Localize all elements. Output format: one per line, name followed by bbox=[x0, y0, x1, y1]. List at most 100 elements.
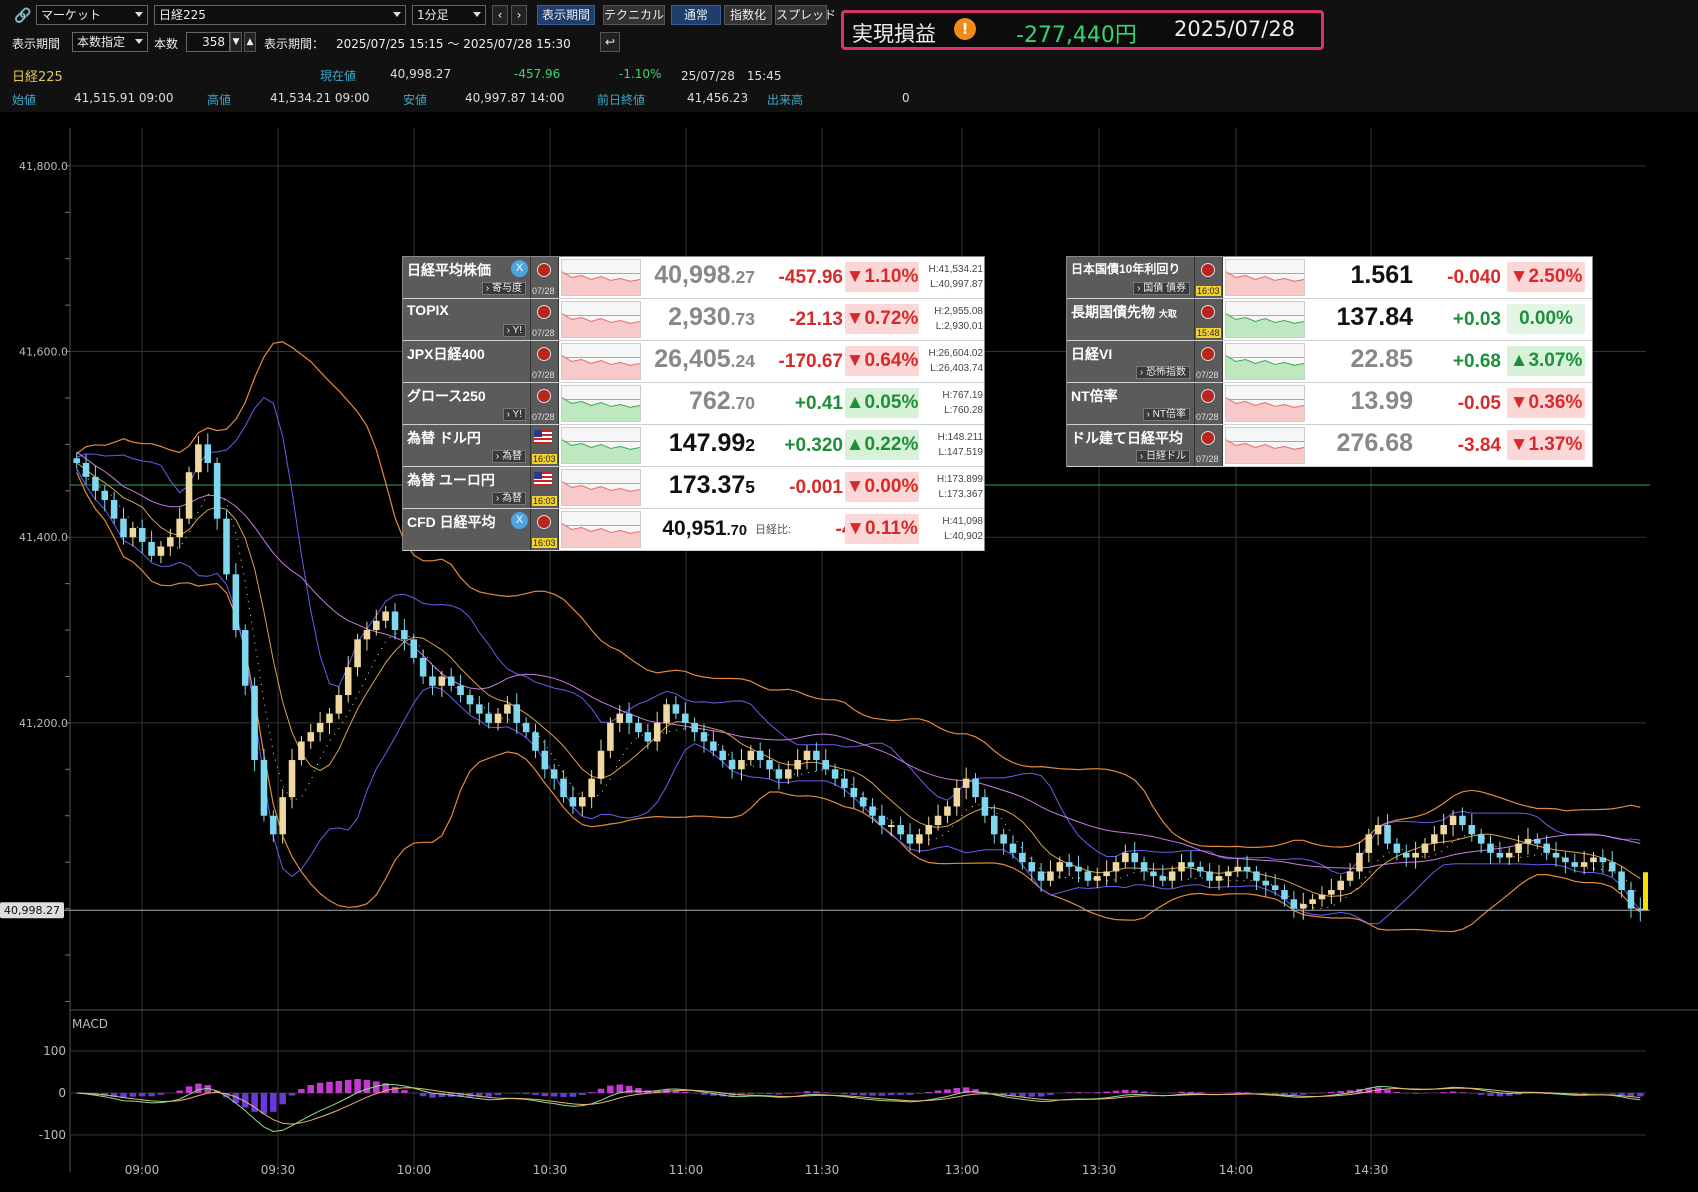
price-main: 26,405 bbox=[654, 345, 731, 373]
x-share-icon[interactable]: X bbox=[511, 512, 528, 529]
count-input[interactable]: 358 bbox=[186, 32, 230, 52]
quote-row[interactable]: 為替 ユーロ円 › 為替 16:03 173.375 -0.001 ▼0.00% H:173… bbox=[403, 467, 984, 509]
return-icon: ↩ bbox=[604, 35, 616, 49]
quote-sub-button[interactable]: › 為替 bbox=[491, 450, 526, 463]
count-down-button[interactable]: ▼ bbox=[230, 32, 242, 52]
chevron-down-icon bbox=[135, 39, 143, 44]
quote-datetime: 25/07/28 15:45 bbox=[681, 69, 782, 83]
quote-row[interactable]: TOPIX › Y! 07/28 2,930.73 -21.13 ▼0.72% H:2,95… bbox=[403, 299, 984, 341]
y-tick-label: 41,600.0 bbox=[19, 346, 68, 359]
period-mode-select[interactable]: 本数指定 bbox=[72, 32, 148, 52]
volume-value: 0 bbox=[902, 91, 910, 105]
quote-low: L:40,902 bbox=[944, 531, 983, 542]
period-button[interactable]: 表示期間 bbox=[537, 5, 595, 25]
quote-price: 2,930.73 bbox=[641, 303, 755, 332]
quote-sub-button[interactable]: › Y! bbox=[502, 408, 526, 421]
quote-flag-cell: 07/28 bbox=[531, 383, 559, 424]
jp-flag-icon bbox=[1201, 389, 1215, 403]
quote-row[interactable]: CFD 日経平均X16:0340,951.70日経比:-46▼0.11%H:41… bbox=[403, 509, 984, 551]
quote-row[interactable]: 日本国債10年利回り › 国債 債券 16:03 1.561 -0.040 ▼2.50% bbox=[1067, 257, 1592, 299]
macd-histogram-bar bbox=[625, 1085, 633, 1093]
price-main: 2,930 bbox=[668, 303, 731, 331]
macd-histogram-bar bbox=[485, 1093, 492, 1097]
price-tag-box bbox=[0, 902, 64, 919]
candle-body bbox=[1402, 852, 1410, 858]
quote-name: 為替 ユーロ円 bbox=[407, 472, 495, 488]
us-flag-icon bbox=[534, 472, 552, 486]
technical-button[interactable]: テクニカル bbox=[603, 5, 665, 25]
macd-histogram-bar bbox=[1384, 1089, 1391, 1093]
candle-body bbox=[1412, 852, 1419, 858]
candle-body bbox=[110, 500, 118, 519]
quote-row[interactable]: 長期国債先物 大取 15:48 137.84 +0.03 0.00% bbox=[1067, 299, 1592, 341]
current-label: 現在値 bbox=[320, 69, 357, 83]
candle-body bbox=[344, 667, 352, 696]
macd-histogram-bar bbox=[344, 1079, 352, 1093]
candle-body bbox=[588, 778, 595, 798]
candle-body bbox=[438, 676, 446, 686]
sparkline bbox=[1225, 313, 1305, 337]
quote-flag-cell: 16:03 bbox=[531, 467, 559, 508]
count-up-button[interactable]: ▲ bbox=[244, 32, 256, 52]
quote-row[interactable]: NT倍率 › NT倍率 07/28 13.99 -0.05 ▼0.36% bbox=[1067, 383, 1592, 425]
macd-histogram-bar bbox=[1477, 1093, 1485, 1095]
candle-body bbox=[1590, 857, 1597, 863]
candle-body bbox=[73, 458, 80, 463]
macd-histogram-bar bbox=[653, 1090, 661, 1093]
price-decimals: .70 bbox=[726, 523, 747, 539]
index-button[interactable]: 指数化 bbox=[724, 5, 772, 25]
x-share-icon[interactable]: X bbox=[511, 260, 528, 277]
next-button[interactable]: › bbox=[511, 5, 527, 25]
quote-sub-button[interactable]: › 国債 債券 bbox=[1133, 282, 1190, 295]
quote-date: 16:03 bbox=[532, 538, 557, 548]
quote-low: L:147.519 bbox=[938, 447, 984, 458]
quote-change-pct: ▼1.10% bbox=[845, 262, 919, 292]
quote-sub-button[interactable]: › NT倍率 bbox=[1142, 408, 1190, 421]
market-select[interactable]: マーケット bbox=[36, 5, 148, 25]
candle-body bbox=[1487, 843, 1494, 853]
macd-histogram-bar bbox=[1093, 1092, 1101, 1093]
quote-row[interactable]: ドル建て日経平均 › 日経ドル 07/28 276.68 -3.84 ▼1.37% bbox=[1067, 425, 1592, 467]
quote-sub-button[interactable]: › Y! bbox=[502, 324, 526, 337]
macd-histogram-bar bbox=[1299, 1093, 1307, 1095]
quote-row[interactable]: グロース250 › Y! 07/28 762.70 +0.41 ▲0.05% H:767.1… bbox=[403, 383, 984, 425]
quote-sub-button[interactable]: › 恐怖指数 bbox=[1135, 366, 1190, 379]
x-tick-label: 10:00 bbox=[397, 1163, 432, 1177]
change-value: -457.96 bbox=[514, 67, 561, 81]
quote-name-cell: 長期国債先物 大取 bbox=[1067, 299, 1195, 340]
quote-panel-left: 日経平均株価 X › 寄与度 07/28 40,998.27 -457.96 ▼1.10% H… bbox=[402, 256, 985, 551]
quote-sub-button[interactable]: › 日経ドル bbox=[1135, 450, 1190, 463]
spread-button[interactable]: スプレッド bbox=[775, 5, 836, 25]
candle-body bbox=[1599, 857, 1607, 863]
sparkline bbox=[561, 523, 641, 547]
macd-histogram-bar bbox=[326, 1081, 333, 1093]
quote-row[interactable]: 日経VI › 恐怖指数 07/28 22.85 +0.68 ▲3.07% bbox=[1067, 341, 1592, 383]
quote-sparkline bbox=[561, 511, 641, 548]
candle-body bbox=[213, 462, 221, 519]
quote-name-text: 日経VI bbox=[1071, 346, 1113, 362]
quote-row[interactable]: 日経平均株価 X › 寄与度 07/28 40,998.27 -457.96 ▼1.10% H… bbox=[403, 257, 984, 299]
normal-button[interactable]: 通常 bbox=[671, 5, 721, 25]
quote-date: 07/28 bbox=[532, 412, 555, 422]
x-axis: 09:00 09:30 10:00 10:30 11:00 11:30 13:00 13:30… bbox=[125, 1163, 1389, 1177]
quote-change: -0.05 bbox=[1457, 393, 1501, 414]
macd-histogram-bar bbox=[1122, 1089, 1129, 1093]
quote-date: 07/28 bbox=[532, 370, 555, 380]
macd-histogram-bar bbox=[204, 1085, 212, 1093]
jp-flag-icon bbox=[537, 515, 551, 529]
quote-change-pct: ▼2.50% bbox=[1507, 262, 1585, 292]
symbol-select[interactable]: 日経225 bbox=[154, 5, 406, 25]
quote-row[interactable]: 為替 ドル円 › 為替 16:03 147.992 +0.320 ▲0.22% H:148.… bbox=[403, 425, 984, 467]
quote-sub-button[interactable]: › 寄与度 bbox=[481, 282, 526, 295]
quote-row[interactable]: JPX日経400 07/28 26,405.24 -170.67 ▼0.64% H:26,… bbox=[403, 341, 984, 383]
interval-select[interactable]: 1分足 bbox=[412, 5, 486, 25]
candle-body bbox=[1543, 843, 1550, 853]
chevron-right-icon: › bbox=[516, 8, 522, 22]
current-price-tag: 40,998.27 bbox=[0, 872, 1650, 919]
reset-button[interactable]: ↩ bbox=[600, 32, 620, 52]
bb-lower-inner bbox=[76, 468, 1641, 925]
prev-button[interactable]: ‹ bbox=[492, 5, 508, 25]
current-price: 40,998.27 bbox=[390, 67, 452, 81]
link-icon[interactable]: 🔗 bbox=[14, 8, 32, 24]
quote-sub-button[interactable]: › 為替 bbox=[491, 492, 526, 505]
